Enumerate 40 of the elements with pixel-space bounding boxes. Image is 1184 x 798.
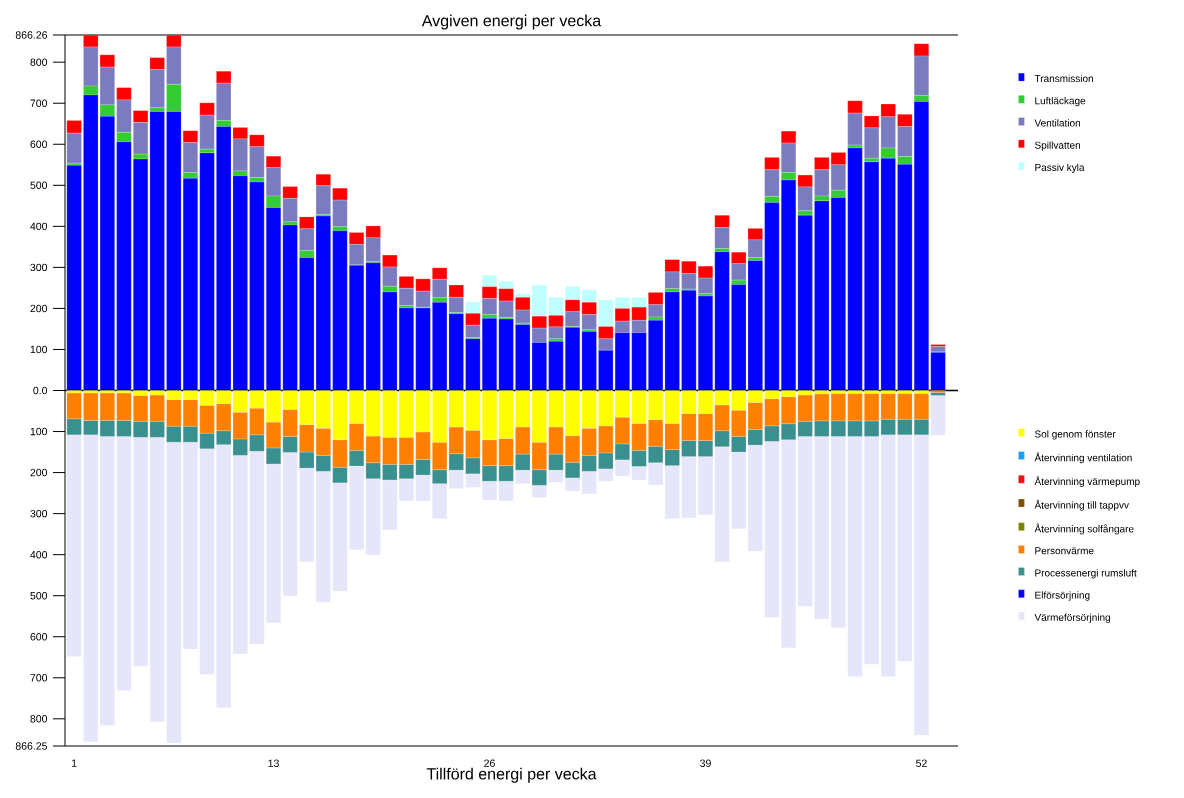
x-tick-label: 1 [72,759,77,767]
x-tick-label: 52 [916,759,927,767]
legend-label: Sol genom fönster [1034,430,1116,440]
y-tick-label: 300 [30,263,48,272]
y-tick-label: 866.26 [15,31,48,39]
y-tick-label: 100 [30,427,48,436]
y-tick-label: 400 [30,222,48,231]
y-tick-label: 500 [30,181,48,190]
legend-label: Processenergi rumsluft [1035,569,1137,579]
y-tick-label: 200 [30,304,48,313]
y-tick-label: 200 [30,468,48,477]
legend-label: Återvinning värmepump [1034,476,1140,487]
y-tick-label: 100 [30,345,48,354]
legend-label: Återvinning ventilation [1034,452,1132,464]
y-tick-label: 700 [30,99,48,107]
legend-label: Passiv kyla [1035,163,1085,173]
y-tick-label: 0.0 [33,386,48,395]
x-tick-label: 26 [484,759,495,767]
legend-label: Värmeförsörjning [1034,613,1111,623]
y-tick-label: 400 [30,550,48,559]
y-tick-label: 600 [30,633,48,641]
legend-label: Elförsörjning [1035,591,1090,601]
y-tick-label: 800 [30,58,48,66]
chart-title: Avgiven energi per vecka [421,14,602,30]
y-tick-label: 866.25 [15,742,48,750]
y-tick-label: 300 [30,509,48,518]
legend-label: Transmission [1034,74,1093,83]
y-tick-label: 800 [30,715,48,723]
x-tick-label: 39 [700,759,711,767]
legend-label: Luftläckage [1035,96,1086,107]
legend-label: Spillvatten [1034,141,1080,151]
x-axis-title: Tillförd energi per vecka [426,767,597,783]
legend-label: Ventilation [1034,119,1080,127]
y-tick-label: 700 [30,674,48,682]
legend-label: Återvinning solfångare [1034,523,1134,535]
x-tick-label: 13 [268,759,279,767]
legend-label: Personvärme [1035,547,1094,555]
legend-label: Återvinning till tappvv [1034,499,1129,511]
y-tick-label: 500 [30,591,48,600]
y-tick-label: 600 [30,140,48,148]
